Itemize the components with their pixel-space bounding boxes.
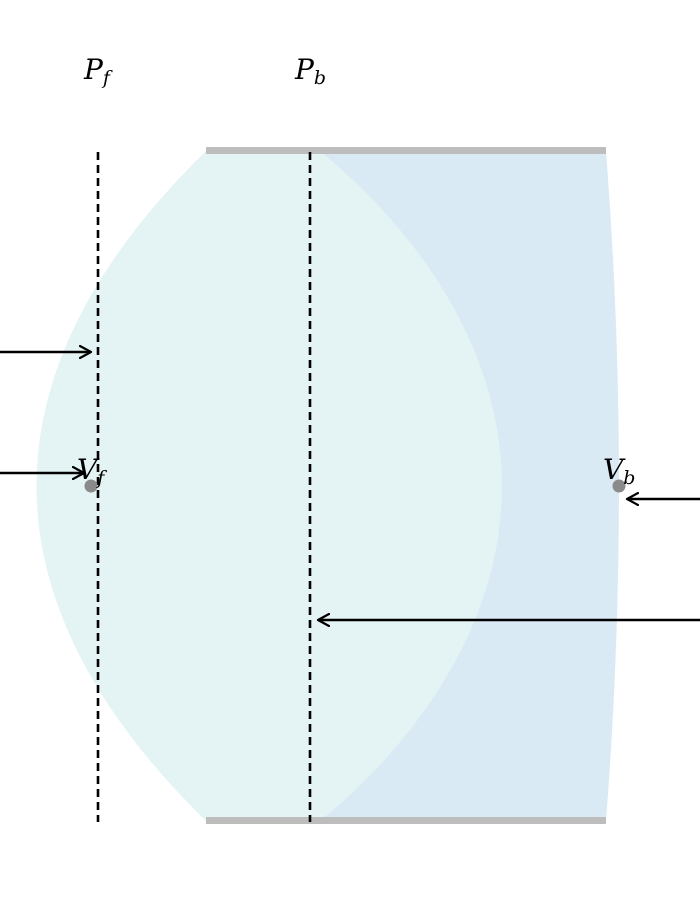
front-vertex-dot [84,479,98,493]
label-front-principal-plane: Pf [83,53,113,89]
lens-top-edge [206,147,606,154]
label-front-vertex: Vf [77,453,107,489]
lens-front-region [36,151,502,821]
lens-bottom-edge [206,817,606,824]
back-vertex-dot [612,479,626,493]
label-back-vertex: Vb [603,453,635,489]
label-back-principal-plane: Pb [294,53,326,89]
